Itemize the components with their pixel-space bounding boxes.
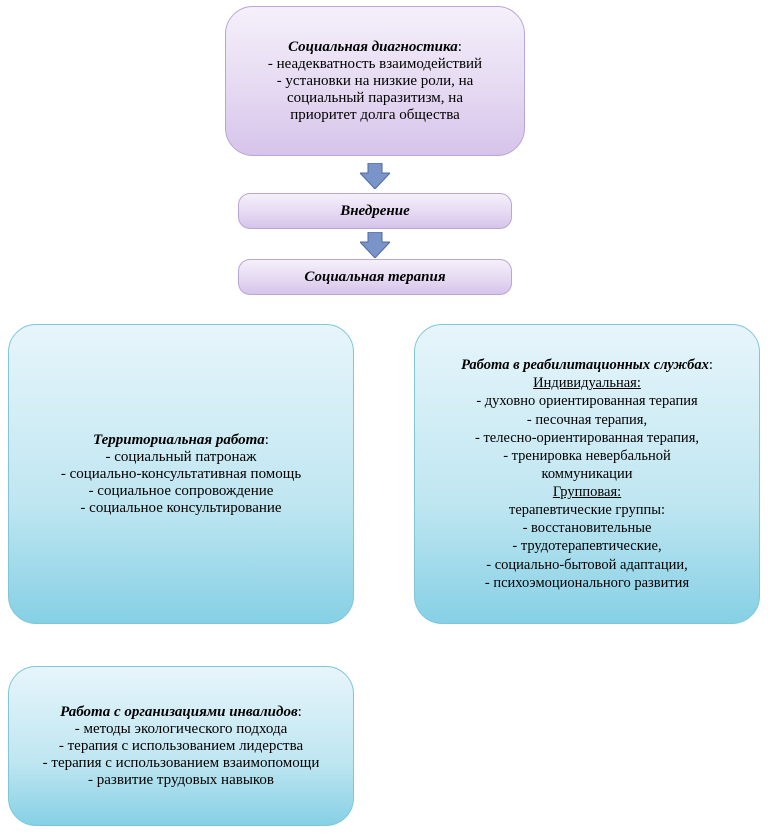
- node-item: - методы экологического подхода: [75, 721, 288, 738]
- node-title: Территориальная работа: [93, 432, 265, 448]
- node-item: - социальное консультирование: [80, 500, 281, 517]
- arrow-down-icon: [360, 163, 390, 187]
- node-title: Внедрение: [340, 203, 410, 220]
- node-title-line: Социальная диагностика:: [288, 39, 462, 56]
- node-item: - духовно ориентированная терапия: [476, 392, 697, 410]
- node-title: Социальная диагностика: [288, 39, 458, 55]
- node-item: социальный паразитизм, на: [287, 90, 463, 107]
- section-intro: терапевтические группы:: [509, 501, 665, 519]
- node-title-line: Работа с организациями инвалидов:: [60, 704, 302, 721]
- node-title: Работа в реабилитационных службах: [461, 357, 709, 373]
- arrow-down-icon: [360, 232, 390, 256]
- title-suffix: :: [265, 432, 269, 448]
- node-rehab-services: Работа в реабилитационных службах: Индив…: [414, 324, 760, 624]
- node-item: - психоэмоционального развития: [485, 574, 689, 592]
- node-title: Работа с организациями инвалидов: [60, 704, 298, 720]
- node-item: коммуникации: [542, 465, 633, 483]
- title-suffix: :: [298, 704, 302, 720]
- node-item: - неадекватность взаимодействий: [268, 56, 482, 73]
- node-item: - социальное сопровождение: [89, 483, 274, 500]
- node-item: - развитие трудовых навыков: [88, 772, 274, 789]
- node-item: - тренировка невербальной: [503, 447, 671, 465]
- title-suffix: :: [709, 357, 713, 373]
- title-suffix: :: [458, 39, 462, 55]
- node-item: - восстановительные: [523, 519, 652, 537]
- node-item: - установки на низкие роли, на: [277, 73, 474, 90]
- node-item: - социально-бытовой адаптации,: [486, 556, 687, 574]
- node-item: - трудотерапевтические,: [512, 537, 661, 555]
- node-social-therapy: Социальная терапия: [238, 259, 512, 295]
- node-title-line: Работа в реабилитационных службах:: [461, 356, 713, 374]
- node-organizations: Работа с организациями инвалидов: - мето…: [8, 666, 354, 826]
- node-item: - социально-консультативная помощь: [61, 466, 301, 483]
- node-territorial-work: Территориальная работа: - социальный пат…: [8, 324, 354, 624]
- node-title-line: Территориальная работа:: [93, 432, 269, 449]
- node-item: - терапия с использованием взаимопомощи: [43, 755, 320, 772]
- node-item: - терапия с использованием лидерства: [59, 738, 303, 755]
- node-implementation: Внедрение: [238, 193, 512, 229]
- node-item: - телесно-ориентированная терапия,: [475, 429, 699, 447]
- node-diagnostics: Социальная диагностика: - неадекватность…: [225, 6, 525, 156]
- section-label: Индивидуальная:: [533, 374, 641, 392]
- node-item: - социальный патронаж: [105, 449, 256, 466]
- node-item: - песочная терапия,: [527, 411, 647, 429]
- section-label: Групповая:: [553, 483, 621, 501]
- node-title: Социальная терапия: [304, 269, 445, 286]
- node-item: приоритет долга общества: [290, 107, 460, 124]
